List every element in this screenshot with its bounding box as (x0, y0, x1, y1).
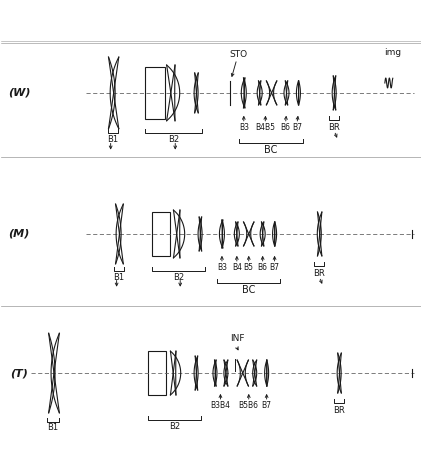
Text: B6: B6 (281, 123, 290, 132)
Text: (T): (T) (10, 368, 28, 378)
Text: INF: INF (230, 334, 245, 343)
Text: B2: B2 (169, 422, 180, 431)
Text: BR: BR (314, 269, 325, 278)
Text: STO: STO (230, 50, 248, 59)
Text: (W): (W) (8, 88, 30, 98)
Text: B2: B2 (173, 273, 184, 282)
Bar (146, 67, 165, 119)
Bar (152, 212, 170, 256)
Text: B5: B5 (244, 263, 254, 272)
Text: B2: B2 (168, 134, 179, 144)
Text: (M): (M) (8, 229, 30, 239)
Text: B4B5: B4B5 (255, 123, 275, 132)
Text: B7: B7 (292, 123, 302, 132)
Text: B7: B7 (270, 263, 280, 272)
Text: img: img (384, 48, 401, 57)
Text: B1: B1 (48, 423, 59, 432)
Text: B1: B1 (113, 273, 124, 282)
Text: BR: BR (333, 406, 345, 415)
Text: B3: B3 (217, 263, 227, 272)
Text: B4: B4 (232, 263, 242, 272)
Text: B5B6: B5B6 (239, 401, 259, 410)
Bar (149, 351, 166, 395)
Text: B1: B1 (107, 134, 118, 144)
Text: BC: BC (241, 285, 255, 295)
Text: B3B4: B3B4 (211, 401, 230, 410)
Text: BR: BR (328, 123, 340, 132)
Text: B3: B3 (239, 123, 249, 132)
Text: B6: B6 (258, 263, 268, 272)
Text: BC: BC (265, 145, 278, 155)
Text: B7: B7 (262, 401, 272, 410)
